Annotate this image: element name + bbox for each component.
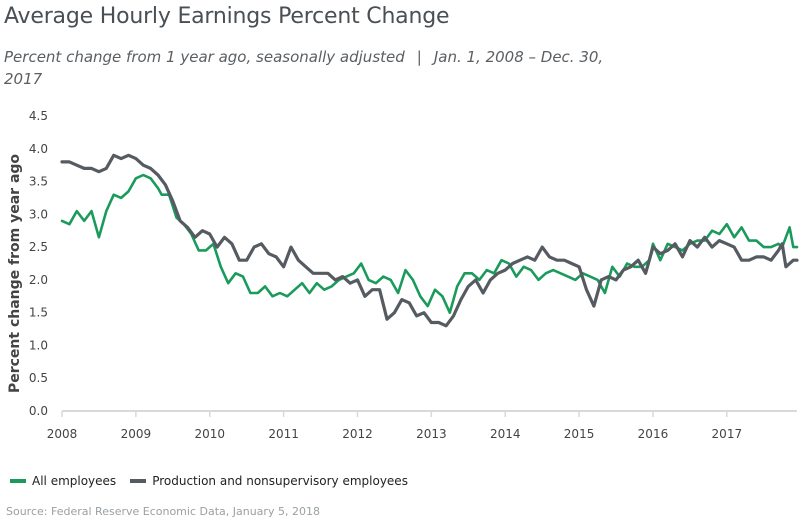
y-tick-label: 2.0 (29, 273, 48, 287)
x-tick-label: 2012 (342, 427, 373, 440)
subtitle-description: Percent change from 1 year ago, seasonal… (4, 48, 405, 66)
subtitle-separator: | (416, 48, 422, 66)
y-tick-label: 1.0 (29, 338, 48, 352)
y-tick-label: 0.5 (29, 371, 48, 385)
legend-label-production: Production and nonsupervisory employees (152, 474, 408, 488)
y-tick-label: 3.5 (29, 175, 48, 189)
legend-swatch-production (130, 479, 147, 483)
legend: All employees Production and nonsupervis… (10, 474, 422, 488)
legend-swatch-all-employees (10, 479, 26, 483)
x-tick-label: 2009 (121, 427, 152, 440)
chart-series (60, 153, 799, 328)
legend-item-production: Production and nonsupervisory employees (130, 474, 408, 488)
chart-subtitle: Percent change from 1 year ago, seasonal… (4, 46, 644, 90)
x-tick-label: 2013 (416, 427, 447, 440)
x-tick-label: 2017 (712, 427, 743, 440)
chart-title: Average Hourly Earnings Percent Change (4, 4, 450, 29)
series-line-production (60, 153, 799, 328)
subtitle-date-range: Jan. 1, 2008 – Dec. 30, 2017 (4, 48, 604, 88)
y-tick-label: 3.0 (29, 207, 48, 221)
y-axis-label: Percent change from year ago (7, 154, 23, 393)
legend-label-all-employees: All employees (32, 474, 117, 488)
source-note: Source: Federal Reserve Economic Data, J… (6, 505, 320, 518)
x-tick-label: 2015 (564, 427, 595, 440)
y-tick-label: 4.5 (29, 109, 48, 123)
x-tick-label: 2014 (490, 427, 521, 440)
x-tick-label: 2010 (194, 427, 225, 440)
line-chart: 0.00.51.01.52.02.53.03.54.04.5 2008 2009 2… (7, 109, 799, 440)
y-tick-label: 4.0 (29, 142, 48, 156)
y-axis: 0.0 0.5 1.0 1.5 2.0 2.5 3.0 3.5 4.0 4.5 (29, 109, 48, 418)
y-tick-label: 1.5 (29, 306, 48, 320)
x-tick-label: 2011 (268, 427, 299, 440)
legend-item-all-employees: All employees (10, 474, 116, 488)
y-tick-label: 0.0 (29, 404, 48, 418)
y-tick-label: 2.5 (29, 240, 48, 254)
x-tick-label: 2016 (638, 427, 669, 440)
x-tick-label: 2008 (47, 427, 78, 440)
x-axis: 2008 2009 2010 2011 2012 2013 2014 2015 2016 2017 (47, 410, 797, 440)
